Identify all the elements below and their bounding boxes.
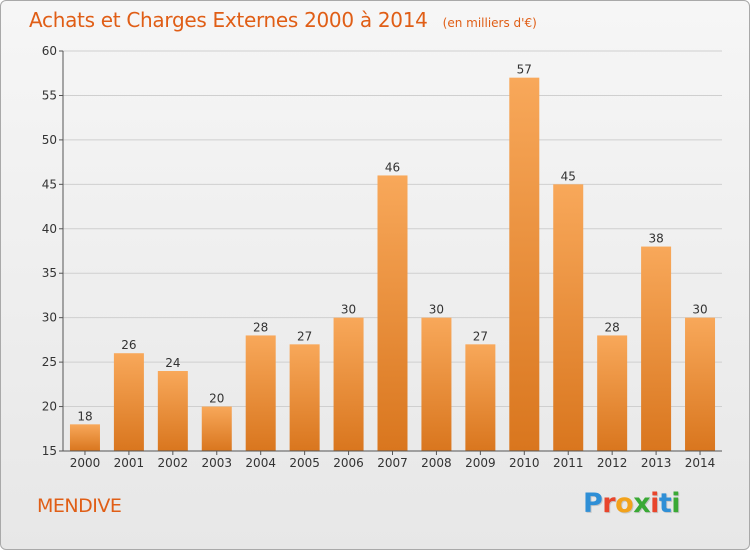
chart-title-block: Achats et Charges Externes 2000 à 2014 (… bbox=[29, 8, 537, 32]
logo-letter: o bbox=[615, 488, 634, 519]
labels: 15 20 25 30 35 40 45 50 55 60 18 2000 26 2001 24 2002 20… bbox=[42, 44, 716, 470]
bar bbox=[289, 344, 320, 451]
x-tick-label: 2004 bbox=[245, 456, 276, 470]
chart-title: Achats et Charges Externes 2000 à 2014 bbox=[29, 8, 428, 32]
y-tick-label: 55 bbox=[42, 88, 57, 102]
y-tick-label: 40 bbox=[42, 222, 57, 236]
bar bbox=[377, 175, 408, 451]
bar-value-label: 30 bbox=[341, 303, 356, 317]
proxiti-logo: Proxiti bbox=[583, 488, 681, 519]
x-tick-label: 2010 bbox=[509, 456, 540, 470]
bar-value-label: 24 bbox=[165, 356, 180, 370]
bar bbox=[157, 371, 188, 451]
commune-name: MENDIVE bbox=[37, 495, 122, 517]
y-tick-label: 50 bbox=[42, 133, 57, 147]
bar bbox=[69, 424, 100, 451]
logo-letter: i bbox=[650, 488, 659, 519]
x-tick-label: 2013 bbox=[641, 456, 672, 470]
axes bbox=[59, 50, 722, 455]
y-tick-label: 60 bbox=[42, 44, 57, 58]
x-tick-label: 2008 bbox=[421, 456, 452, 470]
y-tick-label: 20 bbox=[42, 400, 57, 414]
bar-value-label: 30 bbox=[692, 303, 707, 317]
bar bbox=[113, 353, 144, 451]
bar bbox=[509, 77, 540, 452]
bar-value-label: 18 bbox=[77, 409, 92, 423]
logo-letter: r bbox=[602, 488, 616, 519]
x-tick-label: 2014 bbox=[685, 456, 716, 470]
bar-value-label: 30 bbox=[429, 303, 444, 317]
y-tick-label: 30 bbox=[42, 311, 57, 325]
bar bbox=[465, 344, 496, 451]
y-tick-label: 25 bbox=[42, 355, 57, 369]
bars bbox=[69, 77, 716, 452]
bar bbox=[421, 317, 452, 451]
logo-letter: P bbox=[583, 488, 603, 519]
y-tick-label: 35 bbox=[42, 266, 57, 280]
x-tick-label: 2006 bbox=[333, 456, 364, 470]
bar-value-label: 28 bbox=[605, 320, 620, 334]
bar bbox=[245, 335, 276, 451]
bar-value-label: 46 bbox=[385, 160, 400, 174]
x-tick-label: 2011 bbox=[553, 456, 584, 470]
bar bbox=[553, 184, 584, 452]
bar-value-label: 27 bbox=[297, 329, 312, 343]
bar bbox=[333, 317, 364, 451]
y-tick-label: 15 bbox=[42, 444, 57, 458]
x-tick-label: 2012 bbox=[597, 456, 628, 470]
bar-value-label: 45 bbox=[561, 169, 576, 183]
bar-value-label: 28 bbox=[253, 320, 268, 334]
bar bbox=[201, 406, 232, 451]
logo-letter: t bbox=[658, 488, 672, 519]
x-tick-label: 2002 bbox=[158, 456, 189, 470]
bar bbox=[597, 335, 628, 451]
bar-value-label: 20 bbox=[209, 392, 224, 406]
x-tick-label: 2005 bbox=[289, 456, 320, 470]
bar-value-label: 38 bbox=[648, 232, 663, 246]
bar bbox=[641, 246, 672, 451]
bar-value-label: 27 bbox=[473, 329, 488, 343]
x-tick-label: 2001 bbox=[114, 456, 145, 470]
x-tick-label: 2009 bbox=[465, 456, 496, 470]
x-tick-label: 2003 bbox=[201, 456, 232, 470]
chart-unit: (en milliers d'€) bbox=[442, 16, 537, 30]
y-tick-label: 45 bbox=[42, 177, 57, 191]
logo-letter: i bbox=[671, 488, 681, 519]
bar-value-label: 26 bbox=[121, 338, 136, 352]
x-tick-label: 2000 bbox=[70, 456, 101, 470]
x-tick-label: 2007 bbox=[377, 456, 408, 470]
logo-letter: x bbox=[633, 488, 651, 519]
bar-value-label: 57 bbox=[517, 63, 532, 77]
bar bbox=[685, 317, 716, 451]
